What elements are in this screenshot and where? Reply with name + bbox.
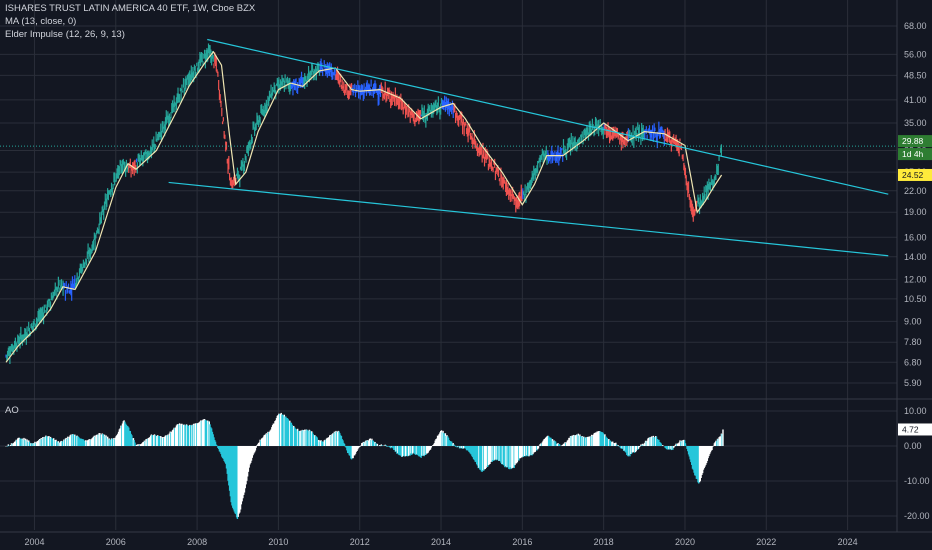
price-plot[interactable]	[0, 38, 897, 365]
chart-title: ISHARES TRUST LATIN AMERICA 40 ETF, 1W, …	[5, 3, 256, 14]
elder-legend: Elder Impulse (12, 26, 9, 13)	[5, 29, 125, 40]
ao-last-badge: 4.72	[902, 424, 919, 434]
y-tick-label: 12.00	[904, 274, 927, 284]
x-tick-label: 2012	[350, 537, 370, 547]
x-tick-label: 2008	[187, 537, 207, 547]
ao-last-badge-bg	[898, 423, 932, 436]
trendline-upper[interactable]	[207, 38, 889, 195]
ao-y-tick-label: 0.00	[904, 441, 922, 451]
y-tick-label: 6.80	[904, 357, 922, 367]
countdown-badge: 1d 4h	[902, 149, 924, 159]
x-tick-label: 2010	[268, 537, 288, 547]
ma-last-badge: 24.52	[902, 170, 924, 180]
y-tick-label: 5.90	[904, 378, 922, 388]
y-tick-label: 35.00	[904, 118, 927, 128]
x-tick-label: 2014	[431, 537, 451, 547]
countdown-badge-bg	[898, 148, 932, 161]
ao-y-tick-label: -20.00	[904, 511, 930, 521]
ao-y-tick-label: 10.00	[904, 406, 927, 416]
y-tick-label: 14.00	[904, 252, 927, 262]
trendline-lower[interactable]	[168, 181, 889, 257]
ao-y-tick-label: -10.00	[904, 476, 930, 486]
y-tick-label: 56.00	[904, 49, 927, 59]
value-badges: 29.88 1d 4h 24.52 4.72	[898, 135, 932, 436]
y-tick-label: 16.00	[904, 232, 927, 242]
ma-last-badge-bg	[898, 168, 932, 181]
y-tick-label: 41.00	[904, 95, 927, 105]
x-tick-label: 2016	[512, 537, 532, 547]
y-tick-label: 9.00	[904, 316, 922, 326]
x-tick-label: 2020	[675, 537, 695, 547]
price-last-badge: 29.88	[902, 136, 924, 146]
x-tick-label: 2022	[756, 537, 776, 547]
x-tick-label: 2024	[838, 537, 858, 547]
y-tick-label: 10.50	[904, 294, 927, 304]
ao-legend: AO	[5, 405, 19, 416]
ma-legend: MA (13, close, 0)	[5, 16, 77, 27]
x-tick-label: 2006	[106, 537, 126, 547]
x-tick-label: 2004	[24, 537, 44, 547]
y-tick-label: 22.00	[904, 186, 927, 196]
y-tick-label: 19.00	[904, 207, 927, 217]
y-tick-label: 48.50	[904, 70, 927, 80]
y-tick-label: 68.00	[904, 21, 927, 31]
x-tick-label: 2018	[594, 537, 614, 547]
y-tick-label: 7.80	[904, 337, 922, 347]
ma-line[interactable]	[5, 50, 723, 363]
ao-plot[interactable]	[5, 412, 724, 519]
price-last-badge-bg	[898, 135, 932, 148]
